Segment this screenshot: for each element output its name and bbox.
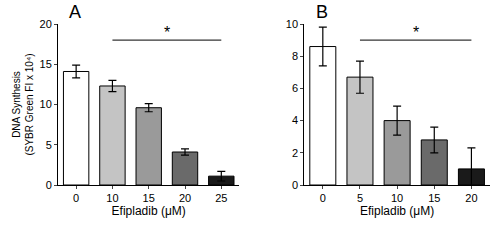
svg-text:A: A (69, 2, 81, 22)
svg-text:Efipladib (μM): Efipladib (μM) (112, 204, 186, 218)
svg-text:6: 6 (292, 82, 298, 94)
svg-text:8: 8 (292, 50, 298, 62)
svg-text:10: 10 (391, 192, 403, 204)
svg-text:10: 10 (40, 98, 52, 110)
svg-text:Efipladib (μM): Efipladib (μM) (360, 204, 434, 218)
svg-text:4: 4 (292, 114, 298, 126)
svg-text:20: 20 (40, 18, 52, 30)
svg-text:10: 10 (286, 18, 298, 30)
svg-text:0: 0 (292, 179, 298, 191)
svg-text:0: 0 (73, 192, 79, 204)
svg-text:20: 20 (465, 192, 477, 204)
svg-text:*: * (164, 24, 170, 41)
svg-text:15: 15 (40, 58, 52, 70)
svg-text:15: 15 (428, 192, 440, 204)
svg-text:15: 15 (143, 192, 155, 204)
svg-text:DNA Synthesis(SYBR Green FI x: DNA Synthesis(SYBR Green FI x 10⁴) (11, 53, 35, 155)
svg-text:2: 2 (292, 147, 298, 159)
svg-text:5: 5 (46, 139, 52, 151)
svg-text:0: 0 (46, 179, 52, 191)
svg-text:10: 10 (106, 192, 118, 204)
svg-text:*: * (413, 24, 419, 41)
svg-text:0: 0 (320, 192, 326, 204)
svg-text:25: 25 (215, 192, 227, 204)
svg-text:20: 20 (179, 192, 191, 204)
svg-text:B: B (316, 2, 328, 22)
svg-text:5: 5 (357, 192, 363, 204)
